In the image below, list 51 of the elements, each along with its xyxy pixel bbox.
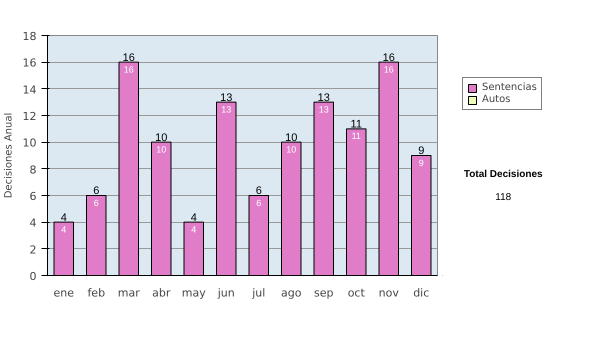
y-tick-label: 0 [30, 270, 36, 283]
total-label: 6 [93, 185, 100, 198]
y-tick-label: 18 [22, 30, 37, 43]
total-label: 10 [155, 132, 168, 144]
total-label: 9 [418, 145, 424, 158]
data-label: 4 [61, 224, 66, 234]
y-tick-label: 10 [22, 136, 37, 150]
data-label: 6 [94, 198, 99, 208]
x-tick-label: feb [87, 286, 106, 300]
y-tick-label: 16 [22, 56, 37, 70]
x-tick-label: ene [53, 286, 74, 300]
y-tick-label: 14 [22, 83, 37, 96]
x-tick-label: sep [314, 286, 334, 300]
data-label: 16 [384, 64, 394, 74]
x-tick-label: jun [216, 286, 235, 300]
x-tick-label: oct [348, 286, 366, 300]
y-axis-title: Decisiones Anual [4, 112, 15, 198]
data-label: 16 [124, 64, 134, 74]
data-label: 9 [418, 158, 424, 168]
data-label: 13 [318, 104, 329, 114]
x-tick-label: mar [118, 286, 140, 300]
y-tick-label: 8 [30, 163, 36, 176]
y-tick-label: 2 [30, 243, 36, 256]
total-label: 16 [122, 52, 135, 64]
data-label: 13 [221, 104, 232, 114]
data-label: 10 [156, 144, 166, 154]
y-tick-label: 12 [22, 110, 37, 123]
x-tick-label: ago [281, 286, 302, 300]
data-label: 6 [256, 198, 262, 208]
x-tick-label: abr [152, 286, 171, 300]
total-label: 4 [190, 212, 197, 224]
total-label: 4 [60, 212, 67, 224]
x-tick-label: nov [378, 286, 400, 300]
total-label: 10 [285, 132, 298, 144]
y-tick-label: 4 [30, 216, 36, 230]
legend-label: Sentencias [482, 82, 537, 93]
total-label: 11 [350, 118, 362, 130]
total-label: 13 [318, 92, 330, 104]
total-label: 6 [256, 185, 262, 198]
x-tick-label: jul [251, 286, 266, 300]
text: Total Decisiones [464, 169, 544, 180]
data-label: 11 [352, 131, 361, 142]
legend-label: Autos [482, 94, 510, 105]
x-tick-label: may [182, 286, 206, 300]
data-label: 10 [286, 144, 296, 154]
y-tick-label: 6 [30, 190, 36, 203]
total-label: 13 [220, 92, 232, 104]
text: 118 [495, 192, 512, 203]
data-label: 4 [191, 224, 196, 234]
total-label: 16 [382, 52, 395, 64]
x-tick-label: dic [413, 286, 430, 300]
